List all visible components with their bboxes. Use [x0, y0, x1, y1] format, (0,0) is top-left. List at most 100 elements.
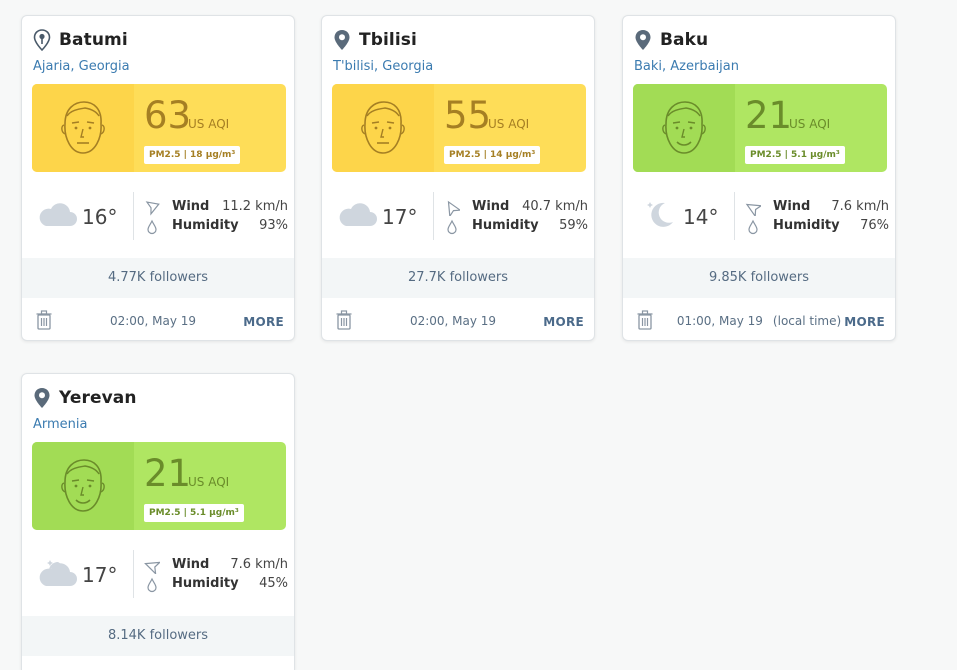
humidity-value: 59%	[559, 218, 588, 233]
city-name[interactable]: Baku	[660, 30, 709, 50]
humidity-drop-icon	[147, 577, 157, 593]
divider	[133, 550, 134, 598]
humidity-row: Humidity 76%	[745, 218, 889, 236]
wind-label: Wind	[172, 199, 210, 214]
humidity-row: Humidity 93%	[144, 218, 288, 236]
card-footer: 02:00, May 19 MORE	[322, 302, 594, 340]
pm25-badge: PM2.5 | 14 µg/m³	[444, 146, 541, 164]
wind-direction-icon	[145, 201, 160, 216]
aqi-panel[interactable]: 21 US AQI PM2.5 | 5.1 µg/m³	[32, 442, 286, 530]
wind-label: Wind	[773, 199, 811, 214]
update-time-text: 02:00, May 19	[109, 314, 197, 328]
humidity-value: 45%	[259, 576, 288, 591]
humidity-drop-icon	[447, 219, 457, 235]
aqi-unit: US AQI	[188, 475, 230, 489]
divider	[133, 192, 134, 240]
temperature: 17°	[82, 563, 118, 587]
humidity-row: Humidity 59%	[444, 218, 588, 236]
city-name[interactable]: Tbilisi	[359, 30, 417, 50]
face-icon	[61, 101, 105, 154]
wind-row: Wind 7.6 km/h	[144, 557, 288, 575]
aqi-panel[interactable]: 63 US AQI PM2.5 | 18 µg/m³	[32, 84, 286, 172]
humidity-value: 93%	[259, 218, 288, 233]
region-link[interactable]: Ajaria, Georgia	[33, 59, 130, 74]
location-pin-icon	[33, 29, 51, 51]
wind-row: Wind 11.2 km/h	[144, 199, 288, 217]
aqi-face-panel	[32, 84, 134, 172]
humidity-drop-icon	[748, 219, 758, 235]
wind-value: 7.6 km/h	[831, 199, 889, 214]
humidity-value: 76%	[860, 218, 889, 233]
card-header: Baku Baki, Azerbaijan	[634, 27, 885, 74]
more-link[interactable]: MORE	[543, 315, 584, 329]
moon-icon	[647, 202, 673, 227]
humidity-label: Humidity	[172, 218, 239, 233]
partly-cloudy-icon	[39, 560, 77, 586]
more-link[interactable]: MORE	[243, 315, 284, 329]
face-icon	[662, 101, 706, 154]
wind-value: 7.6 km/h	[230, 557, 288, 572]
pm25-badge: PM2.5 | 5.1 µg/m³	[745, 146, 845, 164]
city-card-yerevan[interactable]: Yerevan Armenia 21 US AQI PM2.5 | 5.1 µg…	[21, 373, 295, 670]
card-header: Yerevan Armenia	[33, 385, 284, 432]
aqi-face-panel	[32, 442, 134, 530]
update-time: 02:00, May 19	[322, 314, 594, 328]
temperature: 16°	[82, 205, 118, 229]
region-link[interactable]: T'bilisi, Georgia	[333, 59, 434, 74]
face-icon	[361, 101, 405, 154]
weather-row: 17° Wind 7.6 km/h Humidity 45%	[32, 550, 288, 598]
city-card-baku[interactable]: Baku Baki, Azerbaijan 21 US AQI PM2.5 | …	[622, 15, 896, 341]
followers-count: 4.77K followers	[22, 258, 294, 298]
region-link[interactable]: Baki, Azerbaijan	[634, 59, 739, 74]
wind-direction-icon	[144, 561, 160, 574]
followers-count: 8.14K followers	[22, 616, 294, 656]
humidity-row: Humidity 45%	[144, 576, 288, 594]
trash-icon[interactable]	[336, 310, 352, 330]
weather-row: 17° Wind 40.7 km/h Humidity 59%	[332, 192, 588, 240]
more-link[interactable]: MORE	[844, 315, 885, 329]
location-pin-icon	[34, 388, 50, 408]
aqi-value: 63	[144, 94, 192, 137]
aqi-value: 21	[144, 452, 192, 495]
update-time: 02:00, May 19	[22, 314, 294, 328]
wind-value: 11.2 km/h	[222, 199, 288, 214]
local-time-note: (local time)	[772, 314, 842, 328]
card-footer: 01:00, May 19 (local time) MORE	[623, 302, 895, 340]
aqi-unit: US AQI	[789, 117, 831, 131]
card-header: Tbilisi T'bilisi, Georgia	[333, 27, 584, 74]
update-time: 01:00, May 19 (local time)	[623, 314, 895, 328]
aqi-face-panel	[332, 84, 434, 172]
humidity-drop-icon	[147, 219, 157, 235]
update-time-text: 02:00, May 19	[409, 314, 497, 328]
city-card-tbilisi[interactable]: Tbilisi T'bilisi, Georgia 55 US AQI PM2.…	[321, 15, 595, 341]
city-name[interactable]: Batumi	[59, 30, 128, 50]
cloud-icon	[339, 203, 377, 226]
humidity-label: Humidity	[472, 218, 539, 233]
city-card-batumi[interactable]: Batumi Ajaria, Georgia 63 US AQI PM2.5 |…	[21, 15, 295, 341]
divider	[734, 192, 735, 240]
card-header: Batumi Ajaria, Georgia	[33, 27, 284, 74]
location-pin-icon	[334, 30, 350, 50]
trash-icon[interactable]	[637, 310, 653, 330]
wind-direction-icon	[745, 203, 761, 216]
weather-row: 14° Wind 7.6 km/h Humidity 76%	[633, 192, 889, 240]
city-name[interactable]: Yerevan	[59, 388, 137, 408]
cloud-icon	[39, 203, 77, 226]
followers-count: 9.85K followers	[623, 258, 895, 298]
aqi-unit: US AQI	[188, 117, 230, 131]
aqi-panel[interactable]: 55 US AQI PM2.5 | 14 µg/m³	[332, 84, 586, 172]
trash-icon[interactable]	[36, 310, 52, 330]
wind-value: 40.7 km/h	[522, 199, 588, 214]
aqi-value: 21	[745, 94, 793, 137]
region-link[interactable]: Armenia	[33, 417, 88, 432]
aqi-face-panel	[633, 84, 735, 172]
wind-label: Wind	[172, 557, 210, 572]
update-time-text: 01:00, May 19	[676, 314, 763, 328]
aqi-value: 55	[444, 94, 492, 137]
pm25-badge: PM2.5 | 18 µg/m³	[144, 146, 241, 164]
card-footer: 02:00, May 19 MORE	[22, 302, 294, 340]
wind-row: Wind 40.7 km/h	[444, 199, 588, 217]
aqi-panel[interactable]: 21 US AQI PM2.5 | 5.1 µg/m³	[633, 84, 887, 172]
weather-row: 16° Wind 11.2 km/h Humidity 93%	[32, 192, 288, 240]
